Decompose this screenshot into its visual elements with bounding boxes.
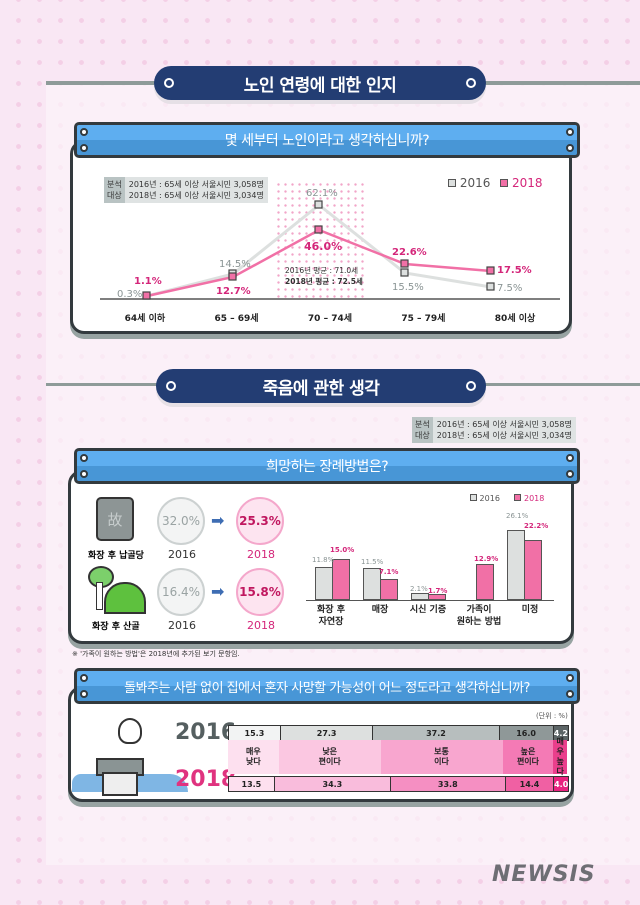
item-label: 화장 후 납골당	[88, 551, 144, 561]
value-circle-2016: 16.4%	[157, 568, 205, 616]
arrow-right-icon: ➡	[211, 511, 225, 530]
bar-chart	[306, 518, 554, 601]
label-2016: 0.3%	[117, 289, 143, 300]
stacked-row-2016: 15.3 27.3 37.2 16.0 4.2	[228, 725, 569, 741]
bar-label: 7.1%	[379, 568, 399, 576]
bar-label: 22.2%	[524, 522, 549, 530]
label-2016: 15.5%	[392, 282, 424, 293]
tree-hill-icon	[86, 566, 146, 614]
house-ghost-icon	[72, 718, 188, 796]
bar-label: 2.1%	[410, 585, 428, 593]
label-2018: 22.6%	[392, 247, 427, 258]
year-2016: 2016	[175, 720, 237, 745]
sample-info: 분석 대상 2016년 : 65세 이상 서울시민 3,058명 2018년 : 6…	[412, 417, 576, 443]
bar-categories: 화장 후 자연장 매장 시신 기증 가족이 원하는 방법 미정	[317, 605, 539, 627]
year-label: 2016	[168, 548, 196, 561]
year-label: 2018	[247, 548, 275, 561]
average-annotation: 2016년 평균 : 71.0세 2018년 평균 : 72.5세	[285, 266, 363, 286]
stacked-row-2018: 13.5 34.3 33.8 14.4 4.0	[228, 776, 569, 792]
unit-label: (단위 : %)	[536, 712, 568, 720]
rivet-icon	[466, 381, 476, 391]
bar-label: 15.0%	[330, 546, 355, 554]
question-bar: 돌봐주는 사람 없이 집에서 혼자 사망할 가능성이 어느 정도라고 생각하십니…	[74, 668, 580, 704]
label-2016: 62.1%	[306, 188, 338, 199]
newsis-logo: NEWSIS	[492, 862, 596, 887]
rivet-icon	[166, 381, 176, 391]
x-axis-labels: 64세 이하 65 – 69세 70 – 74세 75 – 79세 80세 이상	[124, 314, 536, 324]
value-circle-2016: 32.0%	[157, 497, 205, 545]
label-2016: 7.5%	[497, 283, 523, 294]
rivet-icon	[466, 78, 476, 88]
label-2018: 1.1%	[134, 276, 162, 287]
line-chart	[100, 200, 560, 300]
year-label: 2016	[168, 619, 196, 632]
section-title-age: 노인 연령에 대한 인지	[154, 66, 486, 100]
label-2018: 46.0%	[304, 240, 343, 253]
bar-label: 1.7%	[428, 587, 448, 595]
question-bar: 몇 세부터 노인이라고 생각하십니까?	[74, 122, 580, 158]
divider	[484, 81, 640, 84]
legend: 2016 2018	[470, 494, 544, 503]
bar-label: 26.1%	[506, 512, 529, 520]
bar-label: 12.9%	[474, 555, 499, 563]
value-circle-2018: 15.8%	[236, 568, 284, 616]
question-bar: 희망하는 장례방법은?	[74, 448, 580, 484]
label-2016: 14.5%	[219, 259, 251, 270]
rivet-icon	[164, 78, 174, 88]
category-labels: 매우 낮다 낮은 편이다 보통 이다 높은 편이다 매우 높다	[228, 737, 567, 776]
divider	[46, 383, 166, 386]
value-circle-2018: 25.3%	[236, 497, 284, 545]
label-2018: 17.5%	[497, 265, 532, 276]
section-title-death: 죽음에 관한 생각	[156, 369, 486, 403]
arrow-right-icon: ➡	[211, 582, 225, 601]
item-label: 화장 후 산골	[92, 622, 140, 632]
divider	[484, 383, 640, 386]
legend: 2016 2018	[448, 176, 543, 190]
funeral-card	[68, 470, 574, 644]
urn-icon: 故	[96, 497, 134, 541]
divider	[46, 81, 156, 84]
year-2018: 2018	[175, 767, 237, 792]
bar-label: 11.5%	[361, 558, 384, 566]
sample-info: 분석 대상 2016년 : 65세 이상 서울시민 3,058명 2018년 : 6…	[104, 177, 268, 203]
bar-label: 11.8%	[312, 556, 335, 564]
label-2018: 12.7%	[216, 286, 251, 297]
year-label: 2018	[247, 619, 275, 632]
footnote: ※ '가족이 원하는 방법'은 2018년에 추가된 보기 문항임.	[72, 650, 240, 658]
